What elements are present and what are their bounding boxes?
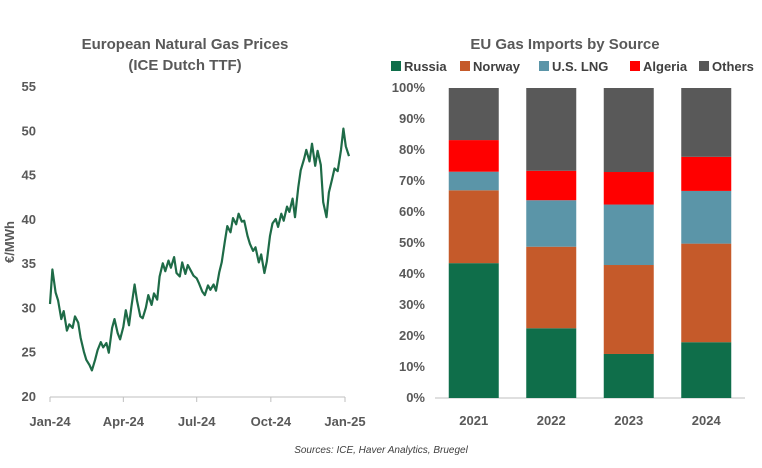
bar-segment-others (681, 88, 732, 157)
bar-segment-algeria (526, 170, 577, 201)
bar-segment-algeria (681, 156, 732, 191)
bar-category-label: 2021 (459, 413, 488, 428)
legend-swatch (630, 61, 640, 71)
bar-y-tick-label: 100% (392, 80, 426, 95)
bar-y-tick-label: 50% (399, 235, 425, 250)
legend-swatch (460, 61, 470, 71)
bar-segment-russia (603, 353, 654, 398)
legend-label: Others (712, 59, 754, 74)
line-chart: 20 25 30 35 40 45 50 55 Jan-24 Apr-24 Jul-24 Oct-24… (2, 79, 366, 429)
bar-y-tick-label: 10% (399, 359, 425, 374)
stacked-bar-chart: 0% 10% 20% 30% 40% 50% 60% 70% 80% 90% 100% 2021 202… (391, 59, 754, 428)
bar-segment-algeria (603, 172, 654, 205)
bar-y-tick-label: 30% (399, 297, 425, 312)
legend-label: Norway (473, 59, 521, 74)
bar-segment-u-s-lng (526, 200, 577, 247)
bar-segment-others (526, 88, 577, 171)
x-tick-label: Jan-25 (324, 414, 365, 429)
x-tick-label: Jan-24 (29, 414, 71, 429)
bar-segment-norway (448, 190, 499, 264)
bar-segment-russia (448, 263, 499, 398)
legend-swatch (539, 61, 549, 71)
bar-y-tick-label: 0% (406, 390, 425, 405)
bar-category-label: 2024 (692, 413, 722, 428)
legend-label: Algeria (643, 59, 688, 74)
bar-segment-others (448, 88, 499, 141)
bar-y-tick-label: 20% (399, 328, 425, 343)
y-tick-label: 25 (22, 345, 36, 360)
bar-y-tick-label: 40% (399, 266, 425, 281)
line-chart-title-text: European Natural Gas Prices (81, 36, 289, 53)
bar-y-tick-label: 60% (399, 204, 425, 219)
bar-y-tick-label: 90% (399, 111, 425, 126)
bar-segment-russia (526, 328, 577, 398)
legend-label: U.S. LNG (552, 59, 608, 74)
bar-segment-u-s-lng (603, 204, 654, 266)
y-tick-label: 55 (22, 79, 36, 94)
bar-segment-norway (526, 246, 577, 329)
bar-segment-algeria (448, 140, 499, 172)
y-tick-label: 30 (22, 300, 36, 315)
bar-chart-title: EU Gas Imports by Source (470, 36, 660, 53)
line-chart-title: European Natural Gas Prices (ICE Dutch T… (30, 34, 340, 76)
x-tick-label: Apr-24 (103, 414, 145, 429)
bar-segment-russia (681, 342, 732, 398)
x-tick-label: Jul-24 (178, 414, 216, 429)
bar-category-label: 2023 (614, 413, 643, 428)
y-tick-label: 40 (22, 212, 36, 227)
bar-y-tick-label: 70% (399, 173, 425, 188)
y-tick-label: 50 (22, 123, 36, 138)
price-series-line (48, 127, 351, 372)
y-tick-label: 20 (22, 389, 36, 404)
bar-y-tick-label: 80% (399, 142, 425, 157)
legend-swatch (699, 61, 709, 71)
bar-category-label: 2022 (537, 413, 566, 428)
y-axis-label: €/MWh (2, 221, 17, 263)
y-tick-label: 45 (22, 168, 36, 183)
bar-segment-norway (681, 243, 732, 343)
y-tick-label: 35 (22, 256, 36, 271)
bar-segment-u-s-lng (448, 171, 499, 191)
bar-segment-u-s-lng (681, 190, 732, 244)
bar-segment-norway (603, 265, 654, 354)
legend-label: Russia (404, 59, 447, 74)
x-tick-label: Oct-24 (251, 414, 292, 429)
bar-segment-others (603, 88, 654, 173)
source-note: Sources: ICE, Haver Analytics, Bruegel (294, 445, 468, 456)
legend-swatch (391, 61, 401, 71)
line-chart-subtitle: (ICE Dutch TTF) (128, 57, 242, 74)
